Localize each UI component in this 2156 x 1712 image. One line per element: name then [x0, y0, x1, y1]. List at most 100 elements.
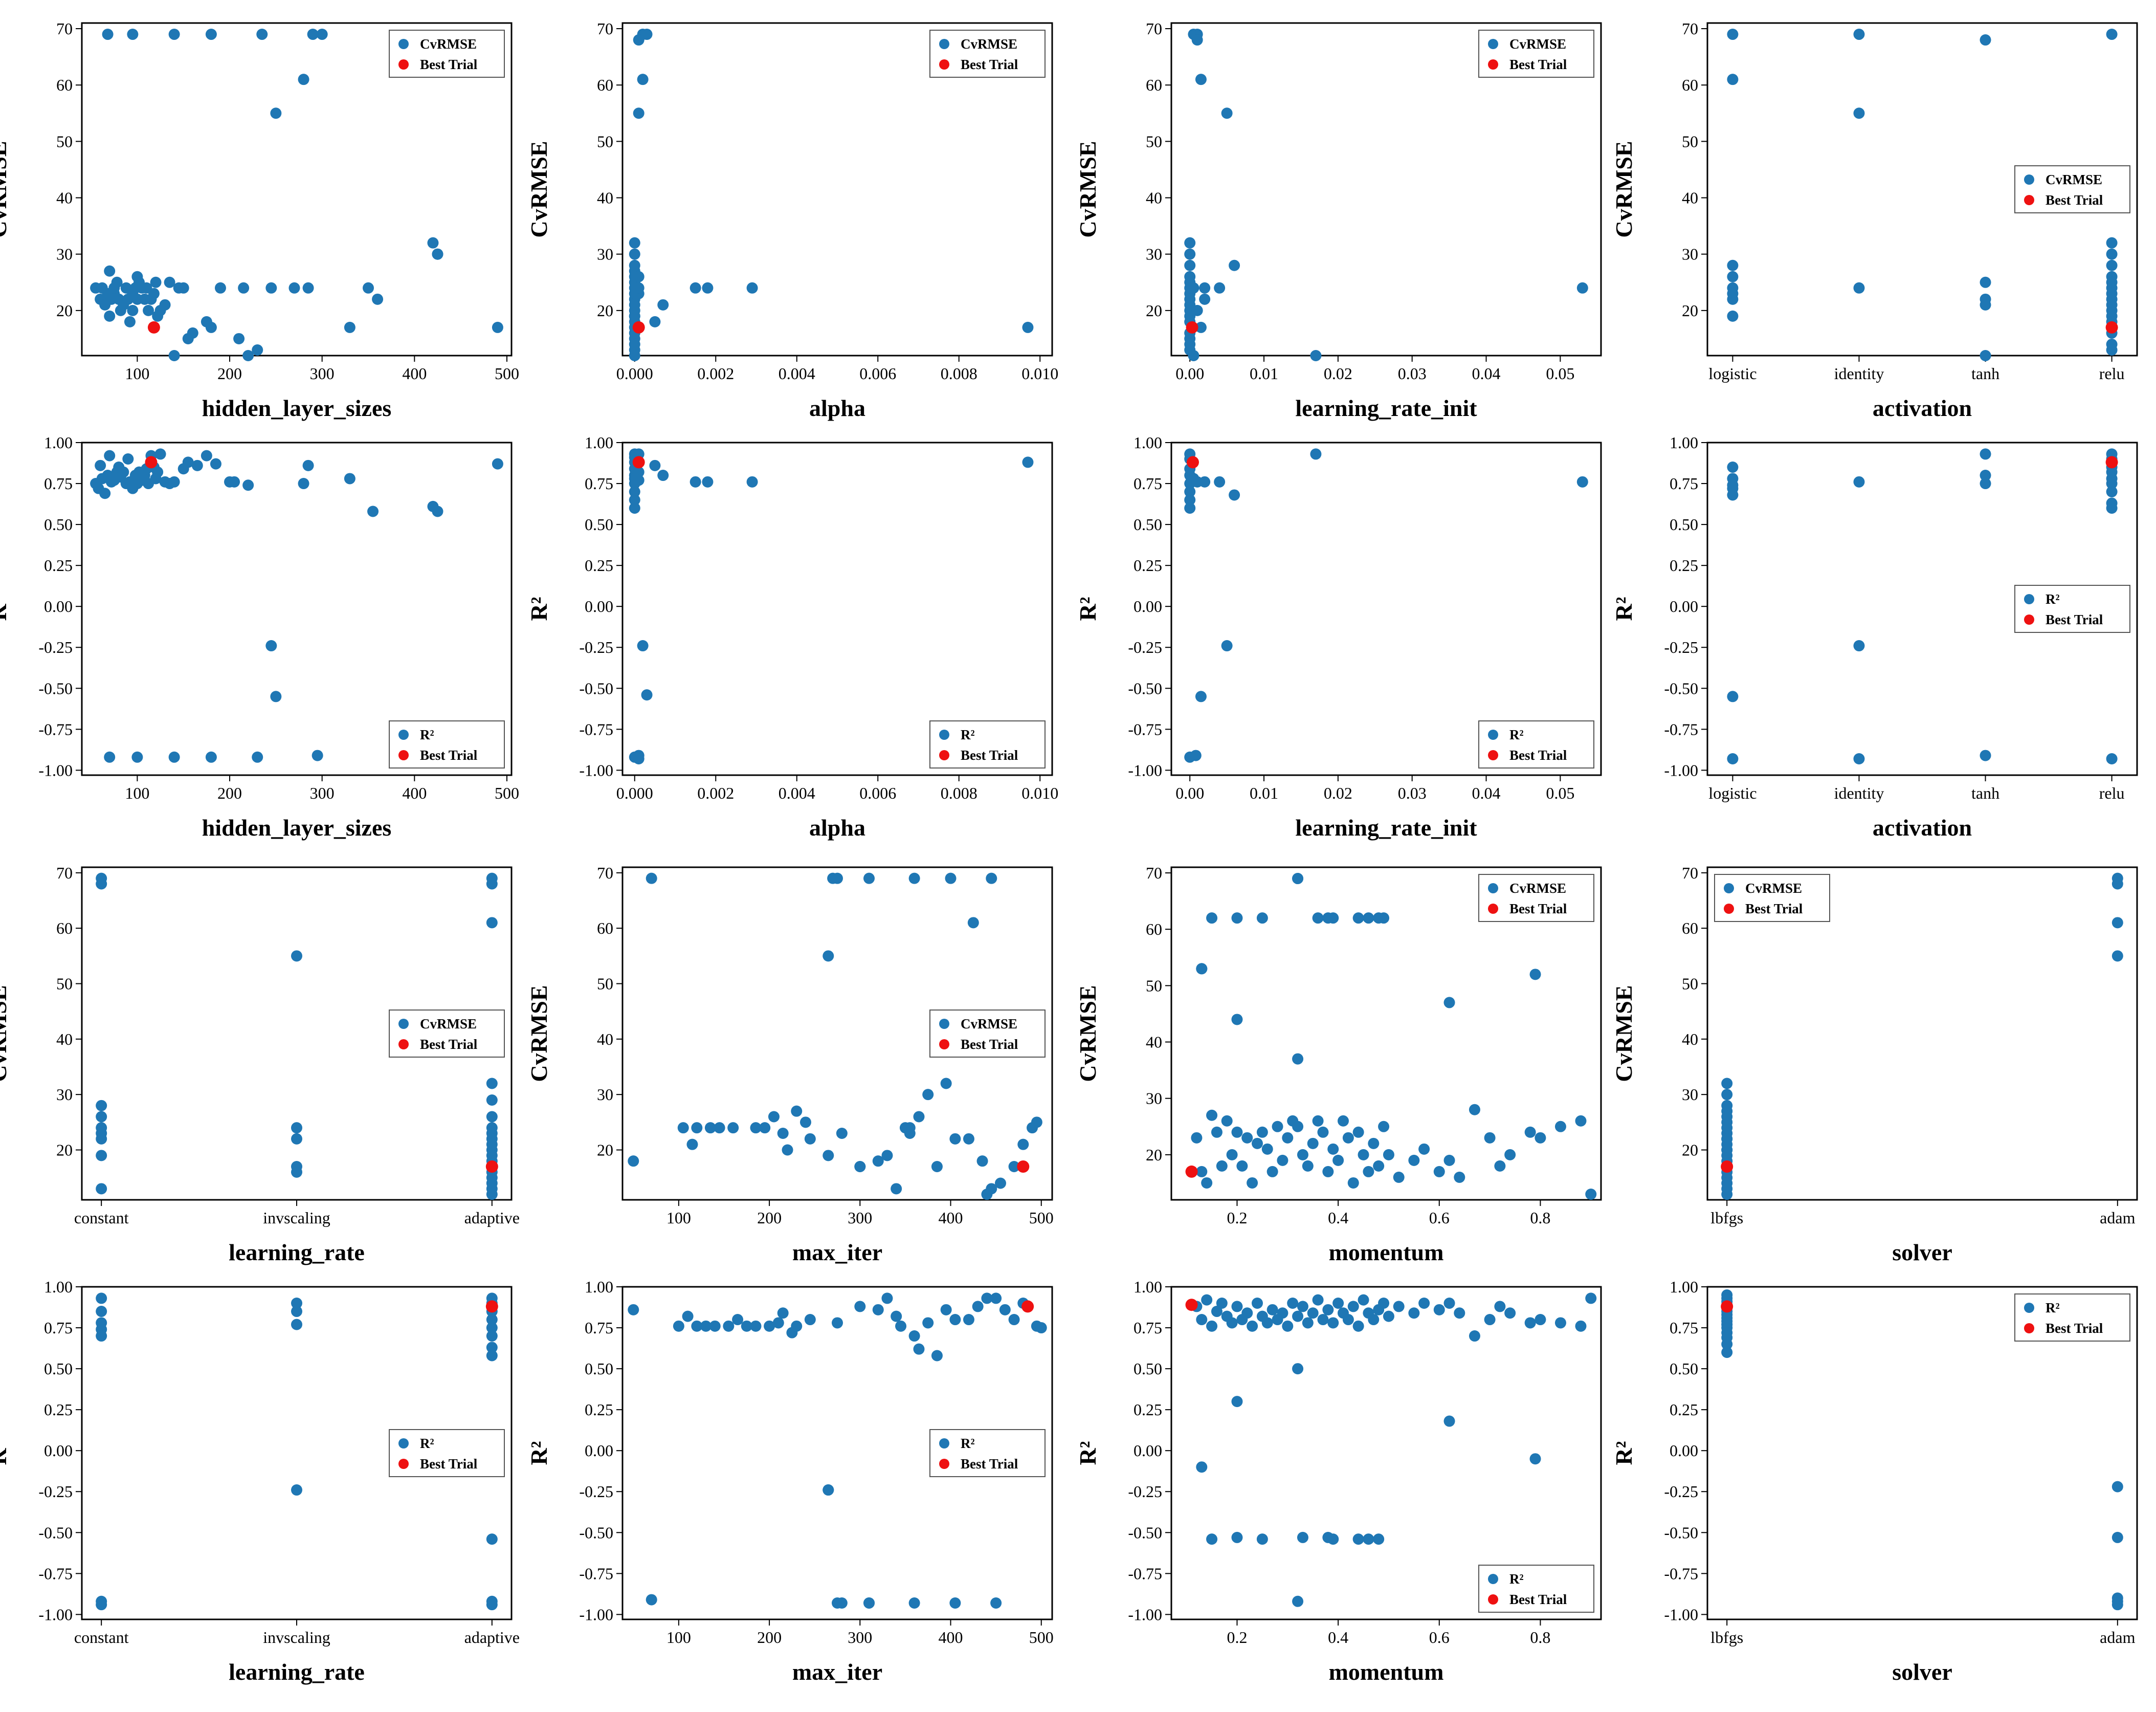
y-tick-label: -0.50 — [1664, 1523, 1698, 1542]
x-axis-label: hidden_layer_sizes — [202, 395, 392, 421]
y-tick-label: 20 — [1146, 301, 1162, 320]
trial-point — [1494, 1160, 1506, 1172]
trial-point — [741, 1320, 752, 1332]
y-tick-label: 0.50 — [1133, 1359, 1162, 1378]
x-tick-label: constant — [74, 1628, 129, 1647]
y-tick-label: -0.75 — [1128, 1564, 1162, 1583]
trial-point — [1980, 470, 1991, 481]
trial-point — [363, 282, 374, 294]
x-tick-label: 0.008 — [941, 784, 977, 802]
trial-point — [1277, 1307, 1288, 1319]
axes-frame — [621, 22, 1053, 357]
trial-point — [1035, 1322, 1047, 1334]
y-axis-label: R² — [1611, 597, 1637, 621]
legend-best-marker — [2024, 1323, 2034, 1333]
legend-box — [1714, 874, 1830, 922]
legend-best-label: Best Trial — [1509, 1592, 1567, 1607]
x-axis-label: solver — [1892, 1239, 1952, 1265]
trial-point — [96, 1330, 107, 1342]
trial-point — [1031, 1116, 1042, 1128]
trial-point — [1721, 1078, 1733, 1089]
trial-point — [1226, 1149, 1238, 1160]
y-tick-label: 0.75 — [585, 1319, 613, 1337]
subplot-12: lbfgs adam 20 30 40 50 60 70 solver CvRMSE CvRMSE B… — [1611, 864, 2138, 1265]
y-tick-label: -1.00 — [579, 761, 613, 779]
y-tick-label: 0.75 — [44, 474, 73, 493]
trial-point — [913, 1343, 925, 1355]
trial-point — [823, 1484, 834, 1496]
trial-point — [746, 282, 758, 294]
trial-point — [1312, 1115, 1324, 1127]
y-tick-label: 60 — [1146, 920, 1162, 938]
trial-point — [143, 304, 154, 316]
legend-trial-marker — [1488, 730, 1498, 740]
x-tick-label: 200 — [217, 784, 242, 802]
trial-point — [1363, 912, 1374, 924]
trial-point — [1292, 1121, 1304, 1132]
trial-point — [791, 1320, 803, 1332]
legend-best-label: Best Trial — [961, 1037, 1018, 1052]
trial-point — [1195, 74, 1207, 85]
legend: R² Best Trial — [929, 720, 1046, 769]
x-axis-label: max_iter — [792, 1239, 882, 1265]
trial-point — [1184, 271, 1196, 282]
trial-point — [1383, 1310, 1394, 1322]
trial-point — [922, 1089, 934, 1101]
trial-point — [1469, 1330, 1480, 1342]
y-tick-label: -0.75 — [1664, 720, 1698, 738]
legend: CvRMSE Best Trial — [389, 1009, 505, 1058]
x-tick-label: 0.01 — [1250, 784, 1278, 802]
subplot-1: 100 200 300 400 500 20 30 40 50 60 70 hidden_layer_… — [0, 19, 519, 421]
trial-point — [1261, 1317, 1273, 1329]
trial-point — [252, 751, 263, 763]
trial-point — [2111, 917, 2123, 929]
legend: R² Best Trial — [929, 1429, 1046, 1477]
legend-best-marker — [939, 1459, 949, 1469]
trial-point — [633, 474, 644, 486]
x-tick-label: 0.8 — [1530, 1209, 1550, 1227]
y-tick-label: 50 — [1146, 132, 1162, 150]
y-axis-label: CvRMSE — [1075, 141, 1101, 237]
trial-point — [1022, 456, 1034, 468]
legend-box — [1478, 874, 1594, 922]
trial-point — [691, 1320, 703, 1332]
y-tick-label: 70 — [1146, 19, 1162, 38]
trial-point — [168, 751, 180, 763]
x-tick-label: tanh — [1971, 364, 1999, 383]
trial-point — [1332, 1298, 1344, 1309]
trial-point — [863, 872, 875, 884]
trial-point — [986, 872, 997, 884]
trial-point — [486, 878, 498, 890]
trial-point — [270, 691, 282, 703]
legend-best-label: Best Trial — [1509, 748, 1567, 763]
trial-point — [990, 1292, 1002, 1304]
x-tick-label: invscaling — [263, 1628, 330, 1647]
trial-point — [1727, 489, 1739, 501]
trial-point — [1378, 1121, 1390, 1132]
y-axis-label: CvRMSE — [1611, 985, 1637, 1082]
x-tick-label: 0.03 — [1398, 784, 1427, 802]
legend: CvRMSE Best Trial — [389, 30, 505, 78]
trial-point — [127, 304, 139, 316]
trial-point — [131, 751, 143, 763]
x-tick-label: 100 — [666, 1209, 691, 1227]
legend-trial-marker — [398, 39, 409, 49]
trial-point — [1317, 1126, 1329, 1138]
trial-point — [1190, 750, 1202, 761]
trial-point — [127, 29, 139, 40]
x-tick-label: constant — [74, 1209, 129, 1227]
subplot-5: 100 200 300 400 500 -1.00 -0.75 -0.50 -0.25 0.00 0… — [0, 433, 519, 841]
trial-point — [1554, 1317, 1566, 1329]
trial-point — [1191, 1132, 1203, 1144]
trial-point — [922, 1317, 934, 1329]
trial-point — [1454, 1171, 1465, 1183]
trial-point — [981, 1292, 993, 1304]
trial-point — [1585, 1188, 1597, 1200]
trial-point — [629, 494, 640, 506]
subplot-10: 100 200 300 400 500 20 30 40 50 60 70 max_iter CvRMS… — [526, 864, 1054, 1265]
y-tick-label: 30 — [1146, 245, 1162, 264]
trial-point — [1535, 1314, 1546, 1326]
y-tick-label: -0.75 — [1664, 1564, 1698, 1583]
y-tick-label: 20 — [56, 1141, 73, 1159]
y-tick-label: 70 — [1682, 19, 1698, 38]
